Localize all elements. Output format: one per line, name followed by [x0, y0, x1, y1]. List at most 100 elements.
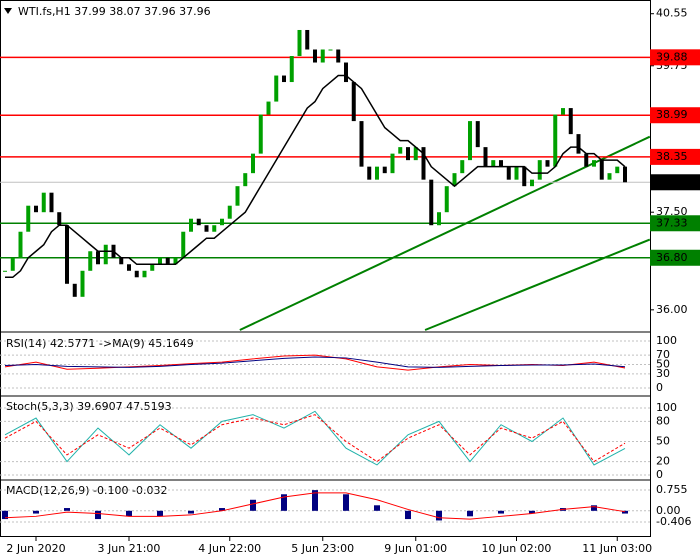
macd-bar — [405, 510, 411, 520]
candle — [150, 264, 155, 271]
macd-bar — [312, 490, 318, 511]
candle — [475, 121, 480, 148]
chart-frame — [0, 0, 651, 537]
candle — [437, 212, 441, 226]
y-tick-label: 40.55 — [656, 7, 688, 20]
y-tick-label: 20 — [656, 455, 670, 468]
candle — [103, 244, 108, 265]
x-tick-label: 2 Jun 2020 — [6, 542, 65, 555]
candle — [258, 114, 263, 154]
candle — [127, 264, 131, 271]
candle — [305, 29, 310, 50]
candle — [568, 108, 573, 135]
y-tick-label: 100 — [656, 401, 677, 414]
candle — [274, 75, 279, 102]
candle — [57, 212, 62, 226]
candle — [134, 270, 139, 278]
candle — [429, 179, 434, 226]
candle — [243, 173, 248, 187]
candle — [88, 251, 93, 271]
macd-bar — [343, 494, 349, 511]
candle — [444, 186, 449, 213]
candle — [10, 257, 15, 271]
panel-title: Stoch(5,3,3) 39.6907 47.5193 — [6, 400, 172, 413]
candle — [351, 82, 356, 122]
trendline — [424, 238, 651, 331]
candle — [561, 108, 565, 115]
candle — [282, 75, 286, 83]
y-tick-label: 37.50 — [656, 205, 688, 218]
candle — [460, 160, 465, 174]
x-tick-label: 5 Jun 23:00 — [291, 542, 354, 555]
level-tag — [650, 107, 700, 124]
macd-bar — [64, 508, 70, 511]
y-tick-label: 50 — [656, 434, 670, 447]
candle — [3, 270, 7, 272]
candle — [406, 147, 410, 161]
y-tick-label: 36.00 — [656, 303, 688, 316]
candle — [72, 283, 77, 297]
indicator-line — [4, 410, 626, 466]
macd-bar — [622, 510, 628, 514]
macd-bar — [250, 499, 256, 511]
candle — [375, 166, 379, 180]
candle — [173, 257, 178, 265]
candle — [506, 166, 511, 180]
level-tag — [650, 249, 700, 266]
y-tick-label: 30 — [656, 367, 670, 380]
macd-bar — [281, 494, 287, 511]
candle — [607, 173, 612, 180]
y-tick-label: 0 — [656, 468, 663, 481]
level-label: 38.99 — [656, 108, 688, 121]
candle — [49, 192, 54, 213]
candle — [530, 179, 534, 187]
macd-bar — [126, 510, 132, 517]
y-tick-label: 0.755 — [656, 483, 688, 496]
x-tick-label: 10 Jun 02:00 — [482, 542, 552, 555]
candle — [537, 160, 542, 180]
candle — [196, 218, 201, 226]
macd-bar — [467, 510, 473, 517]
candle — [499, 160, 503, 167]
level-tag — [650, 49, 700, 66]
x-tick-label: 11 Jun 03:00 — [582, 542, 652, 555]
title-arrow — [4, 8, 12, 14]
macd-bar — [33, 510, 39, 514]
macd-bar — [374, 505, 380, 511]
candle — [165, 257, 170, 265]
candle — [26, 205, 31, 232]
candle — [584, 153, 589, 167]
candle — [390, 153, 395, 174]
candle — [266, 101, 271, 115]
y-tick-label: -0.406 — [656, 515, 691, 528]
candle — [181, 231, 186, 258]
candle — [18, 231, 23, 258]
candle — [514, 166, 519, 180]
candle — [398, 147, 403, 154]
candle — [80, 270, 85, 297]
level-label: 38.35 — [656, 150, 688, 163]
candle — [522, 166, 527, 187]
candle — [599, 160, 604, 180]
candle — [297, 29, 302, 57]
level-label: 39.88 — [656, 50, 688, 63]
candle — [212, 225, 217, 232]
x-tick-label: 4 Jun 22:00 — [198, 542, 261, 555]
candle — [320, 49, 325, 63]
candle — [227, 205, 232, 219]
candle — [413, 147, 418, 161]
candle — [468, 121, 472, 161]
candle — [220, 218, 224, 226]
candle — [382, 166, 387, 174]
macd-bar — [2, 510, 8, 520]
indicator-line — [4, 414, 626, 463]
candle — [251, 153, 255, 174]
macd-bar — [95, 510, 101, 520]
y-tick-label: 80 — [656, 414, 670, 427]
y-tick-label: 70 — [656, 348, 670, 361]
level-label: 36.80 — [656, 251, 688, 264]
candle — [158, 257, 162, 265]
macd-bar — [219, 508, 225, 511]
level-label: 37.33 — [656, 216, 688, 229]
